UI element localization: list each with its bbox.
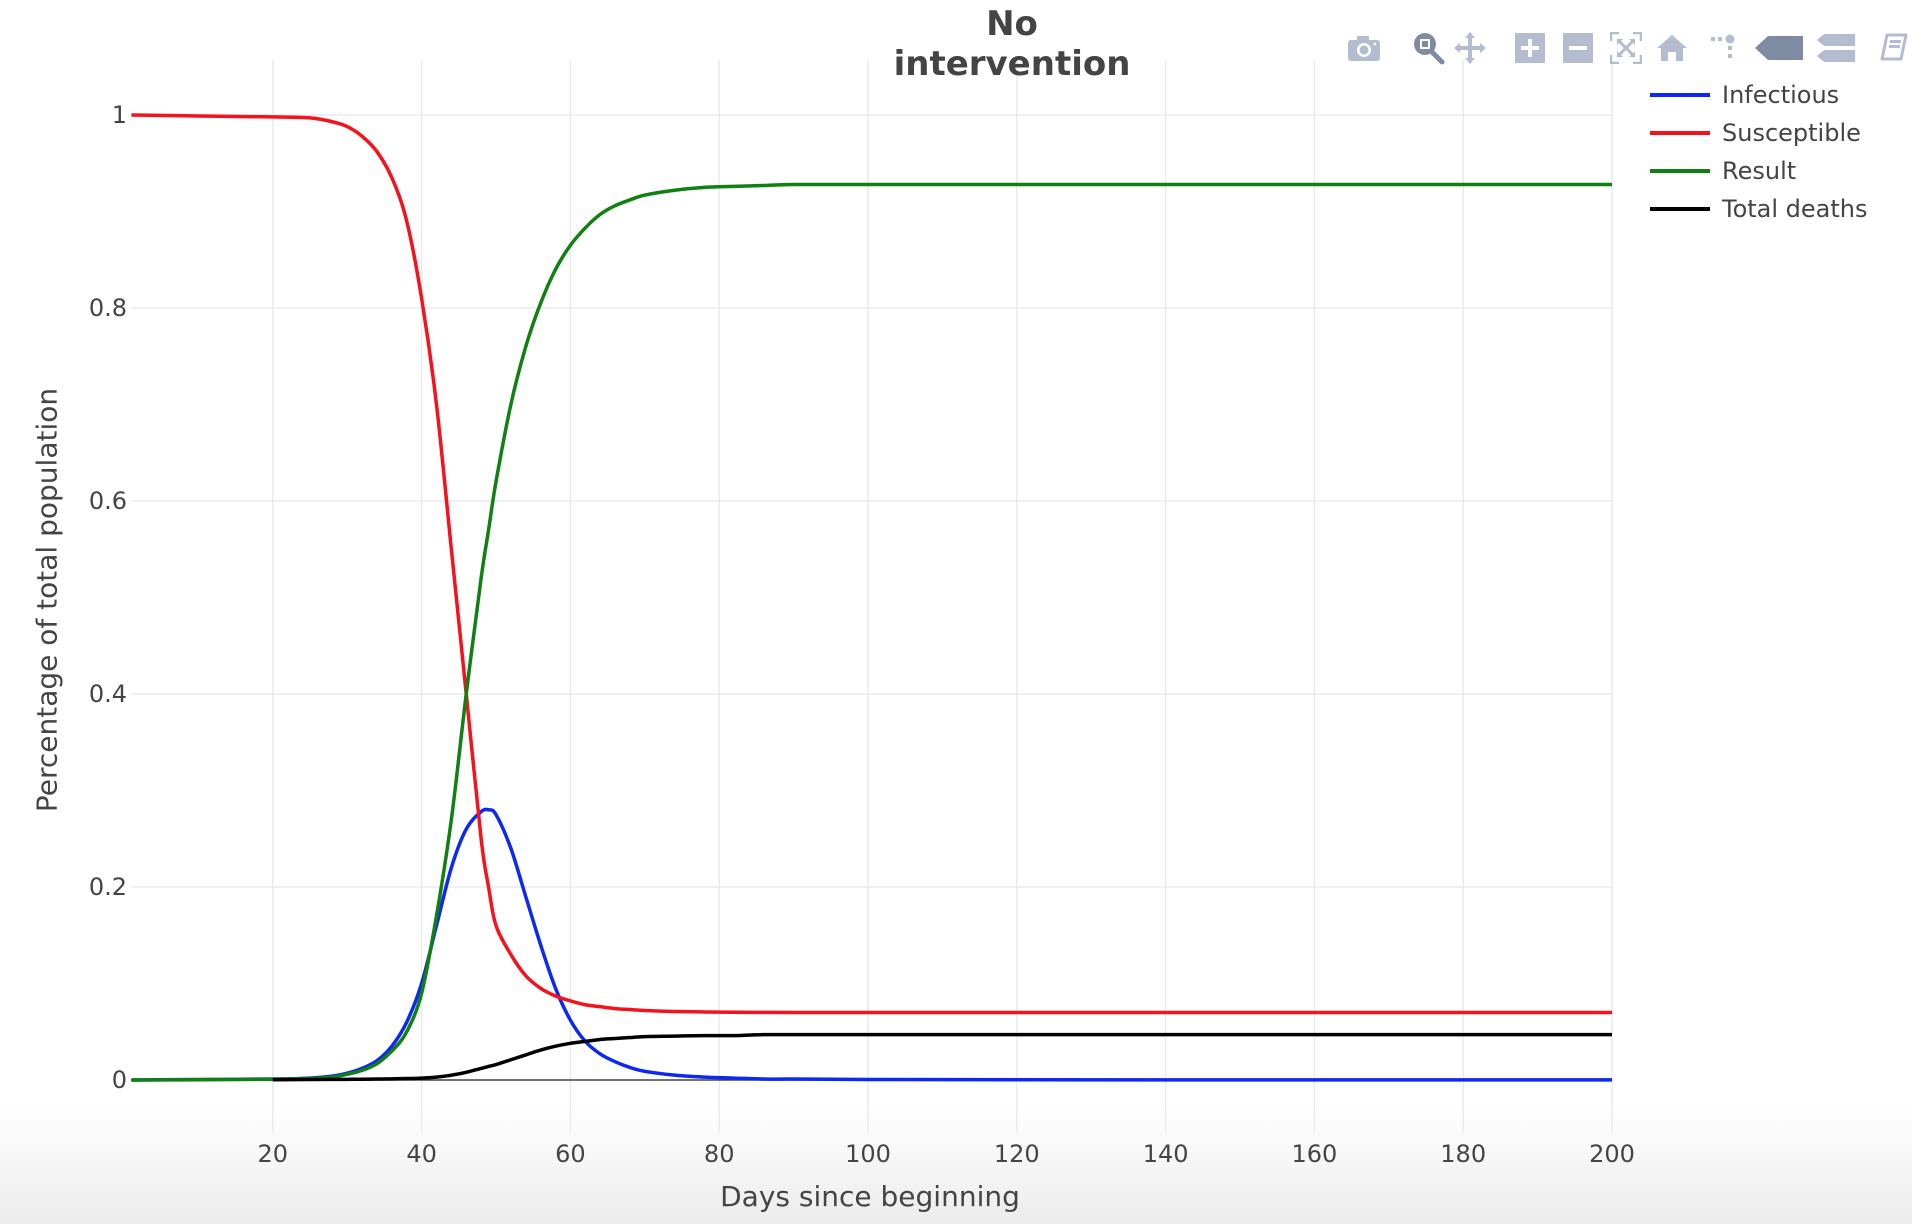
y-tick-label: 0.2 — [89, 873, 127, 901]
x-tick-label: 160 — [1291, 1140, 1337, 1168]
zoom-in-icon[interactable] — [1512, 30, 1548, 66]
series-line-susceptible[interactable] — [131, 113, 1612, 1015]
x-tick-label: 60 — [555, 1140, 586, 1168]
x-tick-label: 100 — [845, 1140, 891, 1168]
bottom-shade — [0, 1104, 1912, 1224]
x-tick-label: 180 — [1440, 1140, 1486, 1168]
tick-labels: 20 40 60 80 100 120 140 160 180 200 0 0.2 0.4 0.6 0.8 1 — [89, 101, 1635, 1168]
legend: Infectious Susceptible Result Total deat… — [1650, 76, 1868, 228]
y-axis-title: Percentage of total population — [30, 387, 64, 813]
legend-label: Result — [1722, 157, 1797, 185]
legend-label: Susceptible — [1722, 119, 1861, 147]
x-tick-label: 120 — [994, 1140, 1040, 1168]
y-tick-label: 1 — [112, 101, 127, 129]
chart-title: No intervention — [893, 4, 1131, 84]
spike-lines-icon[interactable] — [1706, 30, 1742, 66]
zoom-out-icon[interactable] — [1560, 30, 1596, 66]
legend-item-infectious[interactable]: Infectious — [1650, 76, 1868, 114]
legend-label: Infectious — [1722, 81, 1840, 109]
autoscale-icon[interactable] — [1608, 30, 1644, 66]
hover-compare-icon[interactable] — [1816, 30, 1856, 66]
modebar — [1346, 30, 1912, 66]
y-tick-label: 0 — [112, 1066, 127, 1094]
grid-lines — [131, 60, 1613, 1133]
x-tick-label: 20 — [258, 1140, 289, 1168]
legend-swatch-infectious — [1650, 93, 1710, 97]
series-line-result[interactable] — [131, 182, 1612, 1082]
x-tick-label: 200 — [1589, 1140, 1635, 1168]
y-tick-label: 0.8 — [89, 294, 127, 322]
legend-item-susceptible[interactable]: Susceptible — [1650, 114, 1868, 152]
legend-item-total-deaths[interactable]: Total deaths — [1650, 190, 1868, 228]
home-icon[interactable] — [1654, 30, 1690, 66]
camera-icon[interactable] — [1346, 30, 1382, 66]
hover-closest-icon[interactable] — [1754, 30, 1804, 66]
legend-swatch-result — [1650, 169, 1710, 173]
x-tick-label: 140 — [1143, 1140, 1189, 1168]
pan-icon[interactable] — [1452, 30, 1488, 66]
series-line-infectious[interactable] — [131, 807, 1613, 1082]
legend-swatch-total-deaths — [1650, 207, 1710, 211]
x-tick-label: 40 — [406, 1140, 437, 1168]
legend-item-result[interactable]: Result — [1650, 152, 1868, 190]
y-tick-label: 0.4 — [89, 680, 127, 708]
plotly-logo-icon[interactable] — [1876, 30, 1912, 66]
x-axis-title: Days since beginning — [720, 1180, 1020, 1213]
y-tick-label: 0.6 — [89, 487, 127, 515]
zoom-icon[interactable] — [1410, 30, 1446, 66]
legend-swatch-susceptible — [1650, 131, 1710, 135]
legend-label: Total deaths — [1722, 195, 1868, 223]
x-tick-label: 80 — [704, 1140, 735, 1168]
series-lines — [131, 113, 1613, 1082]
series-line-total-deaths[interactable] — [272, 1032, 1612, 1082]
